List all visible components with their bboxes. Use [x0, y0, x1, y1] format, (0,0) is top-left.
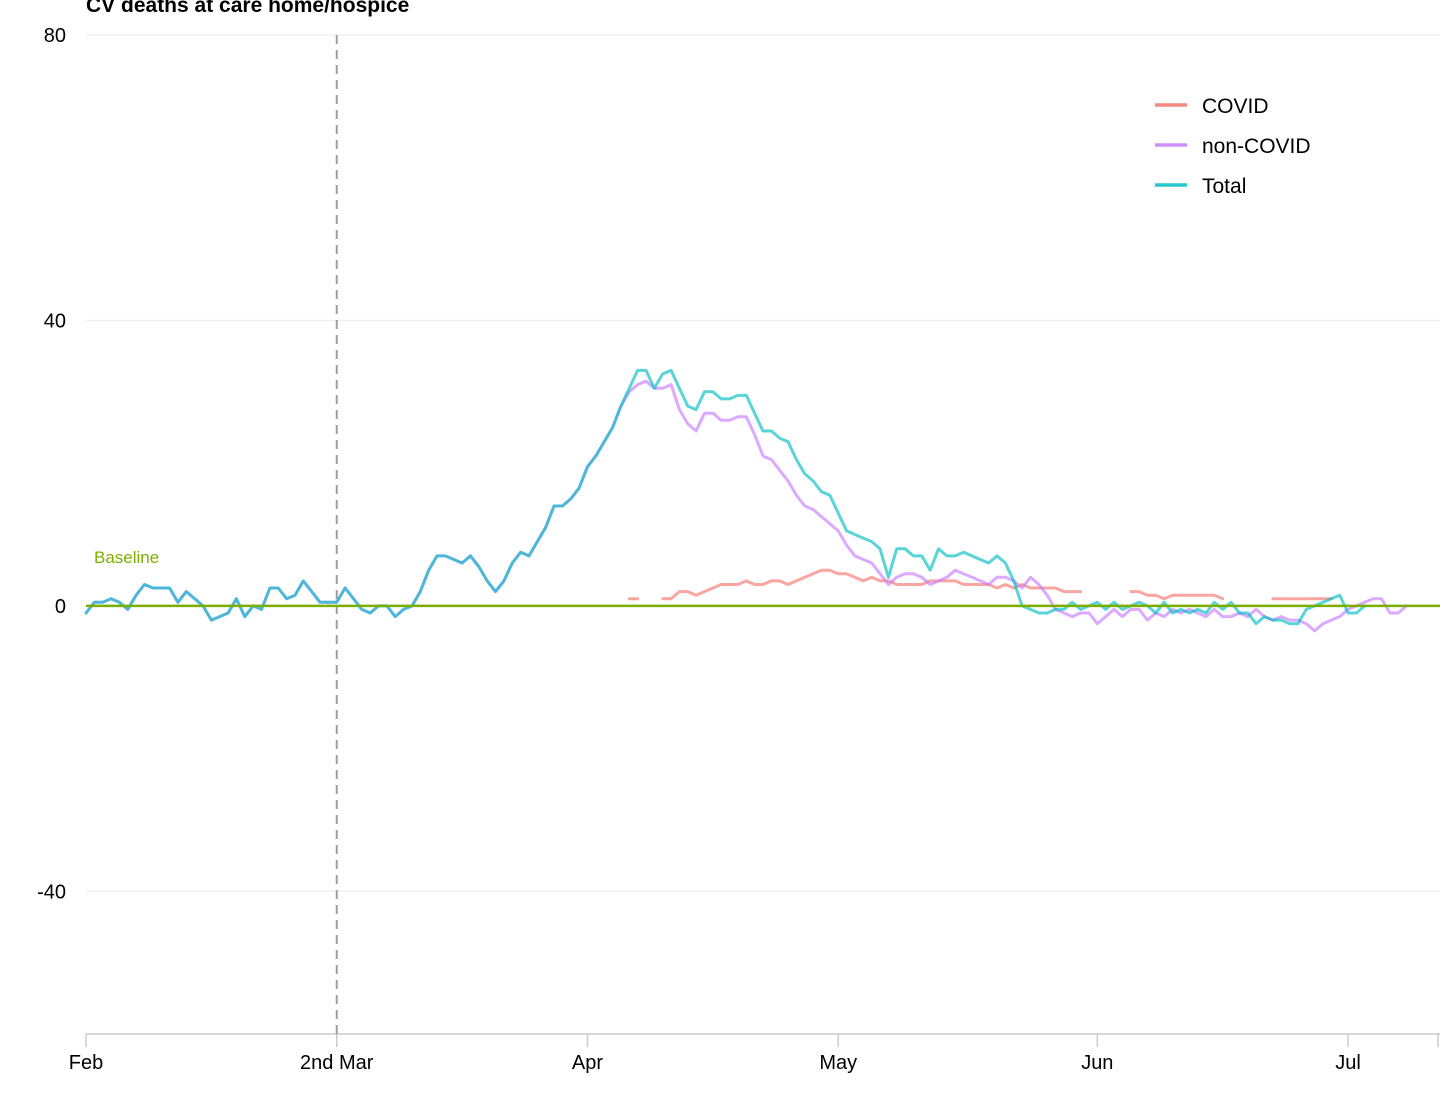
x-tick-label: 2nd Mar: [300, 1052, 374, 1074]
chart-title: CV deaths at care home/hospice: [86, 0, 410, 17]
legend-label: Total: [1202, 175, 1246, 198]
y-tick-label: 80: [44, 25, 66, 47]
baseline-label: Baseline: [94, 548, 159, 567]
x-tick-label: Apr: [572, 1052, 603, 1074]
series-line-total: [84, 368, 1367, 626]
x-tick-label: Jul: [1335, 1052, 1361, 1074]
axes: 80 40 0 -40 Feb 2nd Mar Apr May Jun Jul: [37, 25, 1440, 1074]
legend-label: COVID: [1202, 95, 1269, 118]
x-tick-label: May: [819, 1052, 857, 1074]
series-lines: Baseline: [84, 368, 1440, 633]
y-tick-label: -40: [37, 881, 66, 903]
legend-label: non-COVID: [1202, 135, 1311, 158]
legend: COVID non-COVID Total: [1155, 95, 1311, 198]
series-line-covid: [1129, 590, 1225, 601]
x-tick-label: Jun: [1081, 1052, 1113, 1074]
y-tick-label: 0: [55, 596, 66, 618]
gridlines: [86, 34, 1440, 892]
y-tick-label: 40: [44, 310, 66, 332]
x-tick-label: Feb: [69, 1052, 103, 1074]
series-line-covid: [661, 568, 1083, 601]
